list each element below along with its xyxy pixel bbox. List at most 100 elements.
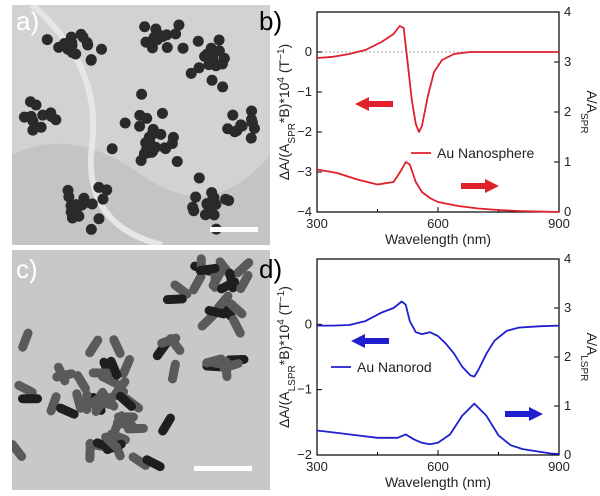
nanosphere-particle <box>246 113 258 125</box>
x-tick-label: 600 <box>427 216 449 231</box>
nanosphere-particle <box>246 105 258 117</box>
nanosphere-particle <box>35 121 47 133</box>
nanosphere-particle <box>199 209 211 221</box>
y-right-tick-label: 4 <box>564 4 571 19</box>
series-line-left-axis <box>316 25 559 133</box>
nanosphere-particle <box>227 109 239 121</box>
x-tick-label: 600 <box>427 459 449 474</box>
nanorod-particle <box>109 335 125 358</box>
scale-bar <box>210 227 258 232</box>
nanosphere-particle <box>139 21 151 33</box>
nanorod-particle <box>53 362 70 386</box>
arrow-right <box>461 179 499 193</box>
nanorod-particle <box>158 413 175 436</box>
plot-frame <box>316 11 560 213</box>
nanorod-particle <box>195 263 220 276</box>
nanosphere-particle <box>206 194 218 206</box>
nanosphere-particle <box>79 197 91 209</box>
nanosphere-particle <box>187 201 199 213</box>
nanosphere-particle <box>41 34 53 46</box>
nanosphere-particle <box>156 107 168 119</box>
nanosphere-particle <box>206 187 218 199</box>
nanorod-particle <box>72 389 86 413</box>
x-tick-label: 300 <box>306 459 328 474</box>
y-right-tick-label: 1 <box>564 154 571 169</box>
tem-image-nanorods-graphic <box>12 250 270 490</box>
nanorod-particle <box>82 389 92 414</box>
legend-label: Au Nanorod <box>357 359 432 375</box>
nanosphere-particle <box>93 213 105 225</box>
nanosphere-particle <box>97 193 109 205</box>
x-tick-label: 900 <box>548 459 570 474</box>
nanosphere-particle <box>159 142 171 154</box>
nanosphere-particle <box>85 54 97 66</box>
panel-letter-b: b) <box>259 6 283 36</box>
y-left-tick-label: 0 <box>305 44 312 59</box>
nanorod-particle <box>107 429 130 445</box>
nanosphere-particle <box>217 81 229 93</box>
nanosphere-particle <box>206 74 218 86</box>
tem-image-nanospheres-graphic <box>12 5 270 245</box>
y-left-axis-label: ΔA/(ALSPR*B)*104 (T−1) <box>276 286 298 428</box>
y-right-tick-label: 4 <box>564 251 571 266</box>
nanosphere-particle <box>173 19 185 31</box>
y-left-tick-label: −4 <box>297 204 312 219</box>
nanosphere-particle <box>70 48 82 60</box>
nanosphere-particle <box>193 172 205 184</box>
nanorod-particle <box>85 335 103 358</box>
nanorod-particle <box>128 452 151 470</box>
panel-letter-a: a) <box>16 6 40 36</box>
y-left-tick-label: 0 <box>305 316 312 331</box>
arrow-right <box>505 407 543 421</box>
nanorod-particle <box>216 277 240 294</box>
nanorod-particle <box>55 403 79 419</box>
nanorod-particle <box>236 270 253 294</box>
nanosphere-particle <box>93 181 105 193</box>
nanosphere-particle <box>85 223 97 235</box>
nanorod-particle <box>208 267 225 290</box>
nanosphere-particle <box>135 155 147 167</box>
nanosphere-particle <box>231 125 243 137</box>
nanosphere-particle <box>161 42 173 54</box>
nanorod-particle <box>204 306 229 319</box>
nanosphere-particle <box>62 184 74 196</box>
nanosphere-particle <box>75 28 87 40</box>
chart-d-svg: 300 600 900 −2 −1 0 0 1 2 3 4 Wavelength (nm) ΔA/(AL… <box>276 251 600 490</box>
chart-d: 300 600 900 −2 −1 0 0 1 2 3 4 Wavelength (nm) ΔA/(AL… <box>255 248 600 496</box>
arrow-left <box>355 97 393 111</box>
nanosphere-particle <box>134 109 146 121</box>
nanosphere-particle <box>220 193 232 205</box>
y-right-tick-label: 2 <box>564 104 571 119</box>
nanosphere-particle <box>53 41 65 53</box>
nanosphere-particle <box>66 212 78 224</box>
y-right-tick-label: 0 <box>564 447 571 462</box>
y-right-tick-label: 3 <box>564 54 571 69</box>
nanorod-particle <box>162 294 187 305</box>
nanosphere-particle <box>192 35 204 47</box>
nanorod-particle <box>106 356 122 380</box>
nanorod-particle <box>101 432 122 452</box>
scale-bar <box>194 466 252 471</box>
x-tick-label: 900 <box>548 216 570 231</box>
series-line-right-axis <box>316 161 560 213</box>
nanorod-particle <box>210 358 235 370</box>
nanorod-particle <box>226 299 247 319</box>
y-left-tick-label: −3 <box>297 164 312 179</box>
nanosphere-particle <box>248 122 260 134</box>
nanorod-particle <box>14 380 37 397</box>
nanosphere-particle <box>190 191 202 203</box>
x-axis-label: Wavelength (nm) <box>385 231 491 247</box>
nanorod-particle <box>99 390 119 411</box>
y-left-tick-label: −2 <box>297 124 312 139</box>
x-axis-label: Wavelength (nm) <box>385 474 491 490</box>
y-left-tick-label: −2 <box>297 447 312 462</box>
chart-b-svg: 300 600 900 −4 −3 −2 −1 0 0 1 2 3 4 Wavelength (nm) ΔA… <box>276 4 600 247</box>
nanosphere-particle <box>167 131 179 143</box>
nanosphere-particle <box>66 39 78 51</box>
nanosphere-particle <box>144 136 156 148</box>
nanosphere-particle <box>27 115 39 127</box>
nanosphere-particle <box>119 117 131 129</box>
nanorod-particle <box>46 392 61 416</box>
nanosphere-particle <box>185 67 197 79</box>
nanorod-particle <box>233 258 254 278</box>
